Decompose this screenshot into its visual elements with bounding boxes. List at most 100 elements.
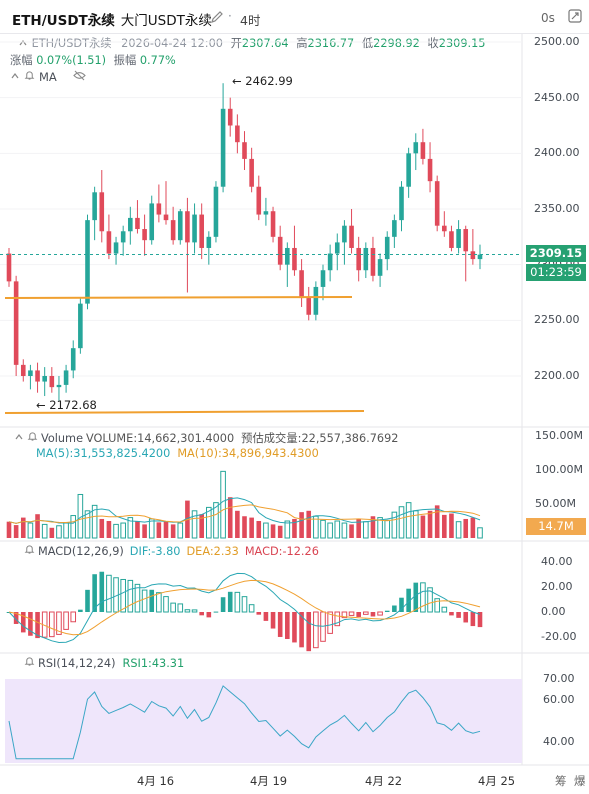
candle-body bbox=[299, 270, 304, 299]
macd-dif-line bbox=[8, 572, 481, 644]
candle-body bbox=[399, 186, 404, 221]
ma-label[interactable]: MA bbox=[39, 70, 57, 84]
volume-bar bbox=[334, 520, 341, 539]
volume-bar bbox=[320, 519, 326, 539]
macd-histogram-bar bbox=[413, 582, 419, 612]
volume-tag: 14.7M bbox=[526, 518, 586, 535]
ma-indicator-row: MA bbox=[10, 70, 86, 84]
fullscreen-icon[interactable] bbox=[567, 8, 583, 28]
candle-body bbox=[120, 231, 126, 243]
volume-bar bbox=[127, 517, 134, 539]
macd-histogram-bar bbox=[85, 589, 90, 612]
macd-histogram-bar bbox=[334, 611, 341, 627]
last-price-tag: 2309.15 bbox=[526, 245, 586, 262]
candle-body bbox=[292, 247, 297, 271]
macd-histogram-bar bbox=[306, 612, 312, 652]
volume-bar bbox=[349, 524, 354, 538]
macd-histogram-bar bbox=[463, 612, 469, 623]
candle-body bbox=[227, 108, 233, 126]
candle-body bbox=[92, 192, 97, 221]
date-label: 4月 16 bbox=[137, 774, 175, 788]
macd-histogram-bar bbox=[292, 612, 297, 643]
candle-body bbox=[206, 236, 212, 248]
macd-histogram-bar bbox=[270, 612, 276, 629]
chevron-up-icon[interactable] bbox=[18, 37, 28, 50]
candle-body bbox=[35, 370, 40, 382]
volume-ma10: MA(10):34,896,943.4300 bbox=[177, 447, 319, 460]
candle-body bbox=[256, 186, 262, 215]
macd-histogram-bar bbox=[441, 606, 448, 613]
volume-bar bbox=[113, 523, 119, 539]
ohlc-readout: ETH/USDT永续 2026-04-24 12:00 开2307.64 高23… bbox=[18, 35, 485, 51]
rsi-tick: 60.00 bbox=[543, 693, 575, 706]
candle-body bbox=[342, 225, 347, 243]
macd-dif: DIF:-3.80 bbox=[129, 544, 181, 558]
chevron-up-icon[interactable] bbox=[10, 70, 20, 84]
macd-value: MACD:-12.26 bbox=[244, 544, 319, 558]
edit-icon[interactable] bbox=[210, 9, 224, 28]
separator-dot: · bbox=[228, 9, 232, 23]
macd-histogram-bar bbox=[213, 611, 219, 613]
macd-histogram-bar bbox=[120, 578, 126, 613]
chevron-up-icon[interactable] bbox=[14, 432, 24, 445]
macd-histogram-bar bbox=[370, 612, 376, 617]
bell-icon[interactable] bbox=[24, 544, 35, 558]
volume-bar bbox=[220, 470, 226, 539]
macd-histogram-bar bbox=[63, 611, 69, 630]
liquidation-button[interactable]: 爆 bbox=[574, 774, 586, 788]
candle-body bbox=[327, 253, 333, 271]
macd-histogram-bar bbox=[241, 596, 248, 613]
candle-body bbox=[384, 236, 390, 260]
macd-histogram-bar bbox=[78, 609, 83, 612]
candle-body bbox=[349, 225, 354, 248]
volume-bar bbox=[91, 504, 98, 539]
volume-bar bbox=[327, 522, 333, 539]
high-annotation: ← 2462.99 bbox=[232, 74, 293, 88]
rsi-label-row: RSI(14,12,24) RSI1:43.31 bbox=[24, 656, 184, 670]
macd-histogram-bar bbox=[99, 571, 105, 612]
volume-bar bbox=[391, 511, 398, 539]
candle-body bbox=[313, 286, 319, 315]
ohlc-symbol: ETH/USDT永续 bbox=[31, 37, 112, 50]
bell-icon[interactable] bbox=[24, 656, 35, 670]
volume-bar bbox=[156, 522, 162, 538]
refresh-countdown: 0s bbox=[541, 11, 555, 25]
volume-bar bbox=[442, 514, 447, 538]
volume-bar bbox=[41, 523, 48, 539]
candle-body bbox=[249, 158, 254, 187]
volume-tick: 150.00M bbox=[535, 429, 583, 442]
macd-histogram-bar bbox=[227, 591, 233, 612]
symbol-selector[interactable]: ETH/USDT永续 大门USDT永续 bbox=[12, 9, 212, 29]
bell-icon[interactable] bbox=[24, 70, 35, 84]
volume-bar bbox=[106, 521, 112, 538]
candle-body bbox=[128, 217, 133, 232]
macd-histogram-bar bbox=[170, 602, 176, 613]
volume-bar bbox=[63, 522, 69, 539]
macd-histogram-bar bbox=[234, 591, 241, 613]
volume-bar bbox=[306, 510, 312, 538]
candle-body bbox=[63, 370, 69, 385]
candle-body bbox=[263, 211, 269, 215]
bell-icon[interactable] bbox=[27, 431, 38, 445]
candle-body bbox=[235, 125, 240, 143]
candle-body bbox=[199, 214, 204, 248]
candle-body bbox=[406, 153, 411, 187]
candle-body bbox=[270, 211, 276, 237]
price-tick: 2250.00 bbox=[534, 313, 580, 327]
eye-off-icon[interactable] bbox=[73, 70, 86, 84]
volume-bar bbox=[148, 518, 155, 539]
macd-histogram-bar bbox=[177, 603, 184, 613]
price-tick: 2400.00 bbox=[534, 146, 580, 160]
volume-bar bbox=[27, 522, 34, 539]
rsi-tick: 70.00 bbox=[543, 672, 575, 685]
macd-histogram-bar bbox=[184, 609, 191, 613]
interval-selector[interactable]: 4时 bbox=[240, 13, 261, 28]
volume-bar bbox=[56, 525, 62, 539]
chips-button[interactable]: 筹 bbox=[555, 774, 567, 788]
rsi-label: RSI(14,12,24) bbox=[38, 656, 116, 670]
close-label: 收 bbox=[427, 37, 439, 50]
macd-histogram-bar bbox=[13, 612, 19, 624]
macd-tick: 20.00 bbox=[541, 580, 573, 593]
